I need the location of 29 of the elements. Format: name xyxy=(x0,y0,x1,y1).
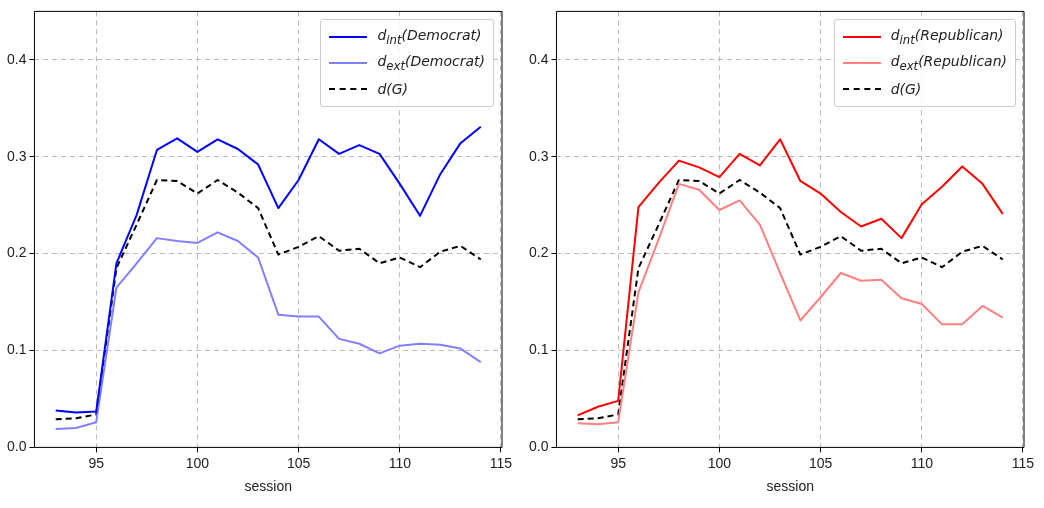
x-tick-label: 115 xyxy=(489,454,513,471)
x-tick-label: 95 xyxy=(610,454,627,471)
legend-label: d$_{ext}$(Democrat) xyxy=(377,53,485,74)
x-tick-label: 100 xyxy=(185,454,210,471)
y-tick-label: 0.4 xyxy=(528,50,549,67)
x-tick-label: 105 xyxy=(286,454,311,471)
legend-label: d(G) xyxy=(890,81,922,98)
y-tick-label: 0.2 xyxy=(6,244,27,261)
x-tick-label: 100 xyxy=(707,454,732,471)
x-axis-title: session xyxy=(244,478,292,495)
x-axis-title: session xyxy=(766,478,814,495)
x-tick-label: 115 xyxy=(1011,454,1035,471)
line-series xyxy=(54,178,482,421)
x-tick-label: 105 xyxy=(808,454,833,471)
x-tick-label: 95 xyxy=(88,454,105,471)
legend-label: d$_{int}$(Republican) xyxy=(890,27,1004,48)
y-tick-label: 0.3 xyxy=(6,147,27,164)
y-tick-label: 0.0 xyxy=(528,438,549,455)
y-tick-label: 0.0 xyxy=(6,438,27,455)
y-tick-label: 0.4 xyxy=(6,50,27,67)
x-tick-label: 110 xyxy=(388,454,412,471)
legend-label: d(G) xyxy=(377,81,409,98)
y-tick-label: 0.2 xyxy=(528,244,549,261)
legend-label: d$_{int}$(Democrat) xyxy=(377,27,482,48)
y-tick-label: 0.1 xyxy=(528,341,549,358)
x-tick-label: 110 xyxy=(910,454,934,471)
y-tick-label: 0.1 xyxy=(6,341,27,358)
legend-label: d$_{ext}$(Republican) xyxy=(890,53,1007,74)
y-tick-label: 0.3 xyxy=(528,147,549,164)
